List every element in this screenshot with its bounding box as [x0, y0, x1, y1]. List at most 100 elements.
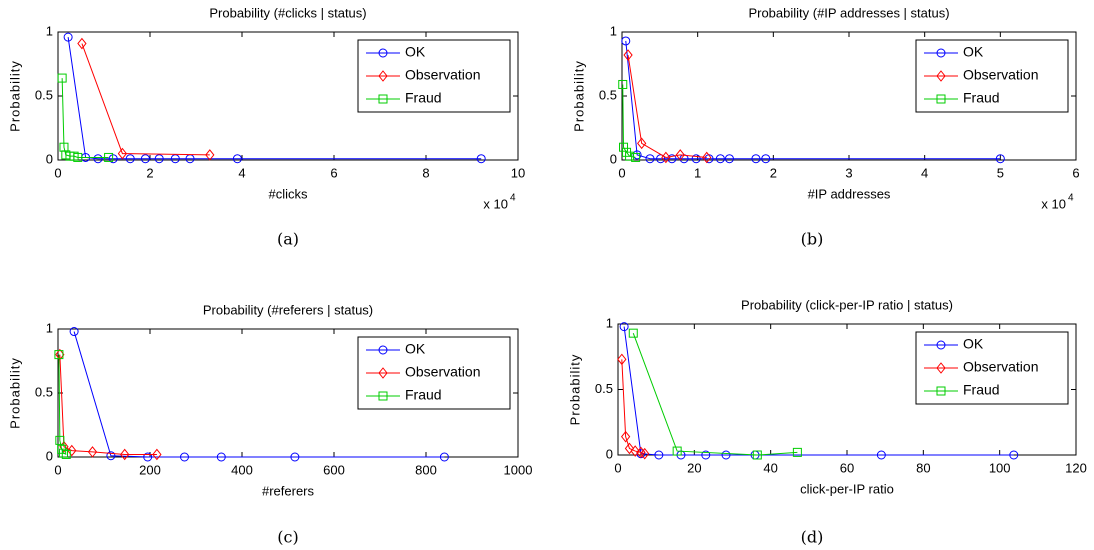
legend-label: OK: [405, 341, 426, 357]
x-tick-label: 100: [989, 460, 1011, 475]
marker: [106, 451, 116, 461]
marker: [73, 152, 83, 162]
marker: [152, 448, 162, 461]
x-tick-label: 600: [323, 462, 345, 477]
caption: (b): [801, 230, 824, 249]
y-tick-label: 0: [46, 448, 53, 463]
legend-label: Observation: [963, 359, 1038, 375]
x-tick-label: 5: [997, 165, 1004, 180]
y-tick-label: 0: [46, 151, 53, 166]
marker: [87, 446, 98, 458]
marker: [721, 450, 731, 460]
x-tick-label: 400: [231, 462, 253, 477]
marker: [654, 450, 664, 460]
marker: [936, 340, 946, 350]
x-multiplier: x 10: [483, 196, 508, 211]
caption: (c): [277, 528, 298, 547]
marker: [645, 154, 655, 164]
y-axis-label: Probability: [567, 354, 582, 426]
chart-panel: Probability (click-per-IP ratio | status…: [567, 297, 1086, 546]
y-axis-label: Probability: [571, 60, 586, 132]
legend-label: Observation: [405, 67, 480, 83]
marker: [216, 452, 226, 462]
y-tick-label: 0.5: [599, 87, 617, 102]
chart-title: Probability (#clicks | status): [209, 5, 366, 20]
marker: [143, 452, 153, 462]
x-tick-label: 4: [238, 165, 245, 180]
marker: [54, 350, 64, 360]
x-tick-label: 120: [1065, 460, 1087, 475]
marker: [61, 449, 71, 459]
marker: [640, 447, 650, 460]
marker: [624, 442, 635, 455]
marker: [617, 353, 627, 366]
legend-box: [357, 336, 511, 410]
chart-panel: Probability (#IP addresses | status) 0 1 2 3…: [571, 5, 1079, 248]
legend-label: OK: [405, 44, 426, 60]
y-tick-label: 1: [610, 23, 617, 38]
marker: [675, 149, 685, 161]
marker: [290, 452, 300, 462]
marker: [619, 322, 629, 332]
marker: [77, 37, 87, 50]
x-tick-label: 0: [618, 165, 625, 180]
marker: [476, 154, 486, 164]
legend-label: Fraud: [963, 382, 1000, 398]
marker: [154, 154, 164, 164]
marker: [876, 450, 886, 460]
marker: [378, 94, 388, 104]
marker: [792, 447, 802, 457]
marker: [55, 435, 65, 445]
marker: [751, 154, 761, 164]
series-line: [625, 40, 1001, 160]
series-line: [59, 354, 157, 455]
caption: (d): [801, 528, 824, 547]
x-axis-label: click-per-IP ratio: [800, 481, 894, 496]
x-tick-label: 10: [511, 165, 525, 180]
x-axis-label: #referers: [262, 483, 315, 498]
marker: [205, 149, 215, 161]
series-line: [73, 331, 445, 458]
marker: [378, 367, 388, 379]
marker: [104, 152, 114, 162]
marker: [623, 49, 633, 61]
marker: [628, 328, 638, 338]
marker: [621, 36, 631, 46]
y-tick-label: 0: [606, 446, 613, 461]
y-tick-label: 0.5: [35, 87, 53, 102]
chart-panel: Probability (#clicks | status) 0 2 4 6 8 10 0 0.…: [7, 5, 525, 248]
x-tick-label: 4: [921, 165, 928, 180]
x-tick-label: 80: [916, 460, 930, 475]
marker: [936, 386, 946, 396]
marker: [93, 154, 103, 164]
marker: [620, 430, 631, 443]
series-line: [632, 332, 798, 456]
marker: [637, 137, 647, 150]
marker: [625, 151, 635, 161]
marker: [67, 444, 77, 457]
marker: [936, 48, 946, 58]
marker: [120, 448, 130, 461]
marker: [761, 154, 771, 164]
marker: [378, 70, 388, 82]
caption: (a): [277, 230, 299, 249]
y-tick-label: 0: [610, 151, 617, 166]
y-axis-label: Probability: [7, 357, 22, 429]
marker: [180, 452, 189, 462]
x-multiplier: x 10: [1041, 196, 1066, 211]
series-line: [81, 43, 210, 156]
marker: [108, 154, 118, 164]
marker: [936, 362, 946, 374]
marker: [667, 154, 677, 164]
marker: [701, 450, 711, 460]
marker: [661, 151, 671, 164]
legend: OK Observation Fraud: [357, 39, 511, 113]
x-multiplier-exponent: 4: [510, 193, 516, 204]
legend-label: Observation: [963, 67, 1038, 83]
marker: [619, 142, 629, 152]
chart-title: Probability (#referers | status): [203, 302, 373, 317]
marker: [724, 154, 734, 164]
marker: [378, 345, 388, 355]
x-tick-label: 6: [1072, 165, 1079, 180]
